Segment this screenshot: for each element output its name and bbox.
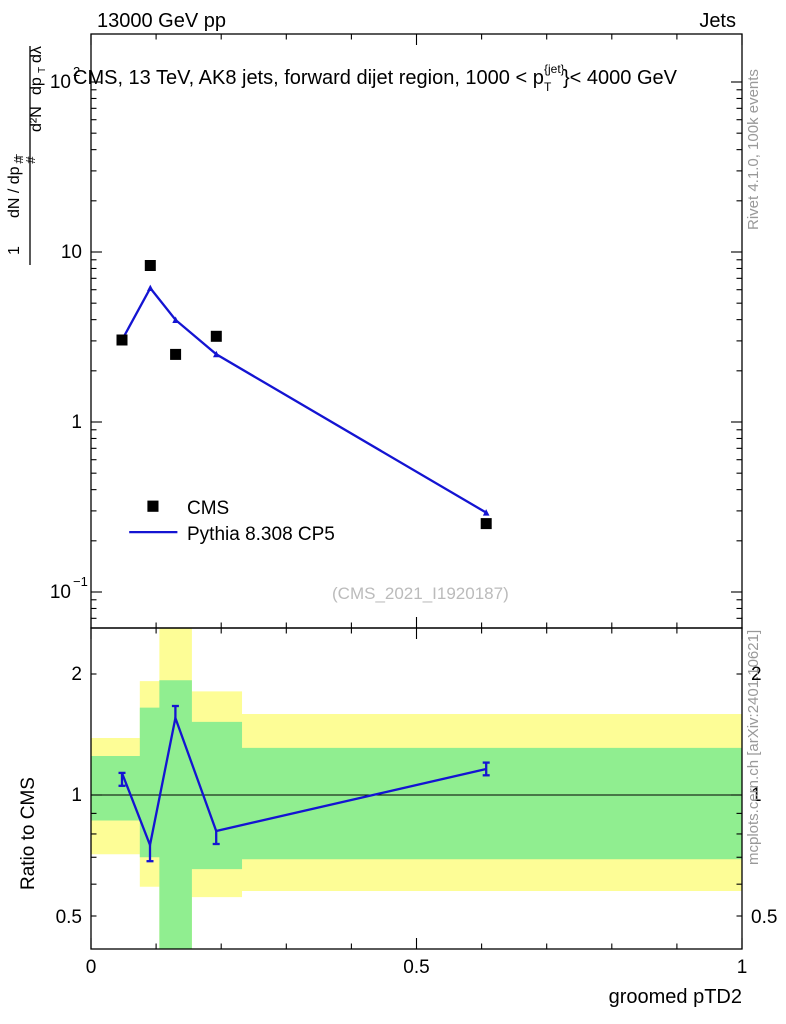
svg-text:0.5: 0.5 <box>751 907 777 928</box>
svg-text:Rivet 4.1.0, 100k events: Rivet 4.1.0, 100k events <box>745 69 762 230</box>
svg-text:T: T <box>544 80 552 94</box>
svg-text:Ratio to CMS: Ratio to CMS <box>18 777 39 890</box>
svg-text:10: 10 <box>50 582 71 603</box>
svg-text:1: 1 <box>737 957 748 978</box>
svg-text:CMS: CMS <box>187 498 229 519</box>
svg-text:}< 4000 GeV: }< 4000 GeV <box>563 67 678 89</box>
svg-text:d²N: d²N <box>28 106 45 132</box>
svg-text:10: 10 <box>50 72 71 93</box>
svg-text:groomed pTD2: groomed pTD2 <box>609 986 742 1008</box>
svg-text:(CMS_2021_I1920187): (CMS_2021_I1920187) <box>332 584 509 603</box>
svg-text:Pythia 8.308 CP5: Pythia 8.308 CP5 <box>187 524 335 545</box>
svg-text:0: 0 <box>86 957 97 978</box>
svg-text:−1: −1 <box>73 574 88 589</box>
svg-text:CMS, 13 TeV, AK8 jets, forward: CMS, 13 TeV, AK8 jets, forward dijet reg… <box>73 67 544 89</box>
svg-text:mcplots.cern.ch [arXiv:2401.10: mcplots.cern.ch [arXiv:2401.10621] <box>745 630 762 865</box>
svg-text:0.5: 0.5 <box>56 907 82 928</box>
svg-text:#: # <box>11 156 26 164</box>
svg-text:0.5: 0.5 <box>403 957 429 978</box>
svg-text:13000 GeV pp: 13000 GeV pp <box>97 10 226 32</box>
svg-text:dλ: dλ <box>28 46 45 63</box>
svg-text:dN / dp: dN / dp <box>6 166 23 218</box>
svg-text:{jet}: {jet} <box>544 62 565 76</box>
svg-text:10: 10 <box>61 242 82 263</box>
svg-text:dp: dp <box>28 77 45 95</box>
svg-text:T: T <box>37 67 48 73</box>
svg-text:1: 1 <box>71 412 82 433</box>
svg-text:1: 1 <box>71 785 82 806</box>
svg-text:Jets: Jets <box>699 10 736 32</box>
svg-text:1: 1 <box>6 246 23 255</box>
svg-text:2: 2 <box>71 664 82 685</box>
